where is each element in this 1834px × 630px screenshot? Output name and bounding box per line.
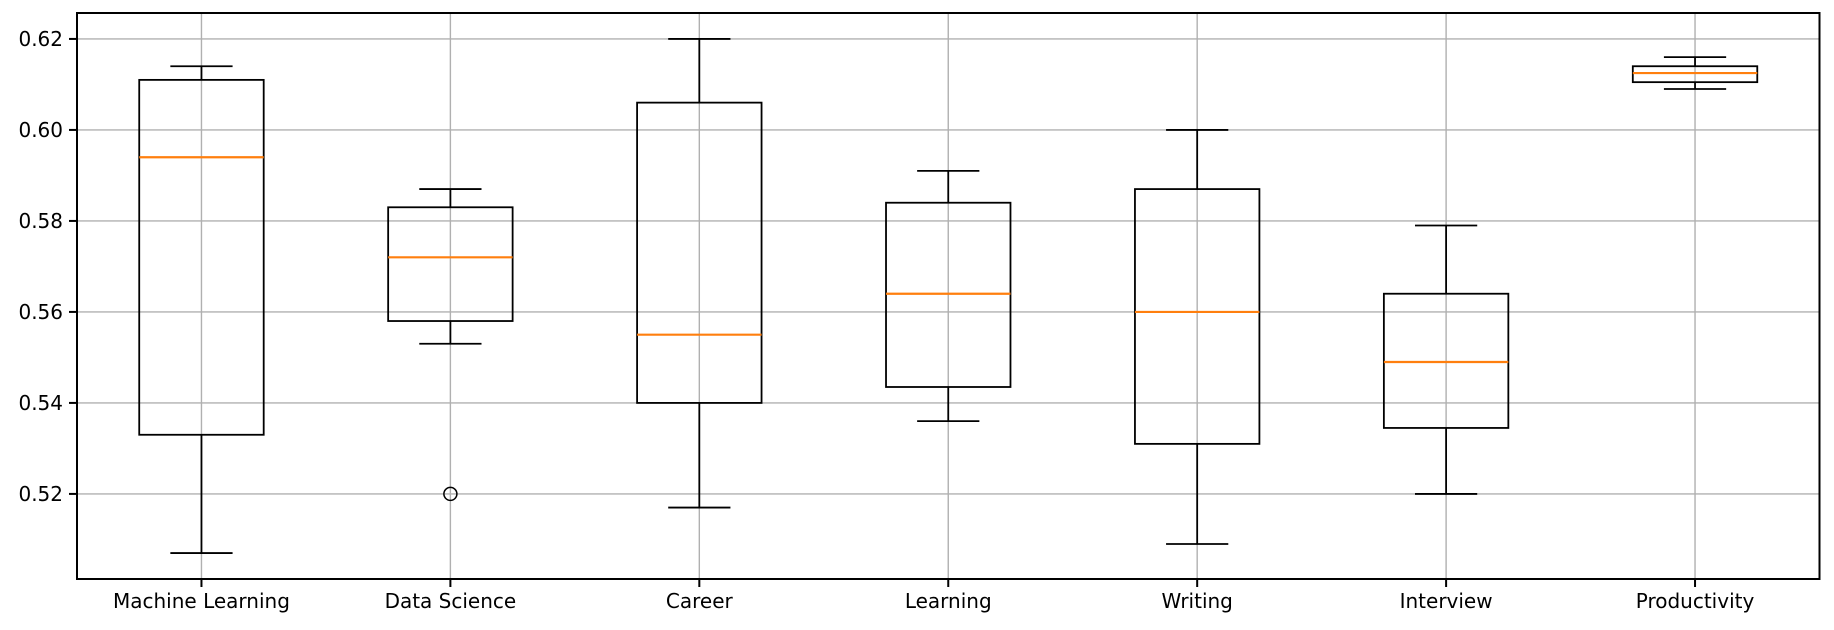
box [1631,65,1759,84]
x-tick-label: Productivity [1636,589,1755,613]
box [138,78,265,436]
box [1134,188,1261,445]
y-tick-label: 0.62 [18,27,63,51]
box [1382,292,1510,429]
x-tick-label: Writing [1161,589,1232,613]
x-tick-label: Machine Learning [113,589,290,613]
y-tick-label: 0.54 [18,391,63,415]
y-tick-label: 0.58 [18,209,63,233]
y-tick-label: 0.56 [18,300,63,324]
box [387,206,514,322]
outlier-point [443,486,458,502]
x-tick-label: Interview [1400,589,1493,613]
y-tick-label: 0.52 [18,482,63,506]
x-tick-label: Learning [905,589,992,613]
box [885,201,1012,388]
box [636,101,763,404]
y-tick-label: 0.60 [18,118,63,142]
x-tick-label: Data Science [385,589,517,613]
x-tick-label: Career [666,589,734,613]
